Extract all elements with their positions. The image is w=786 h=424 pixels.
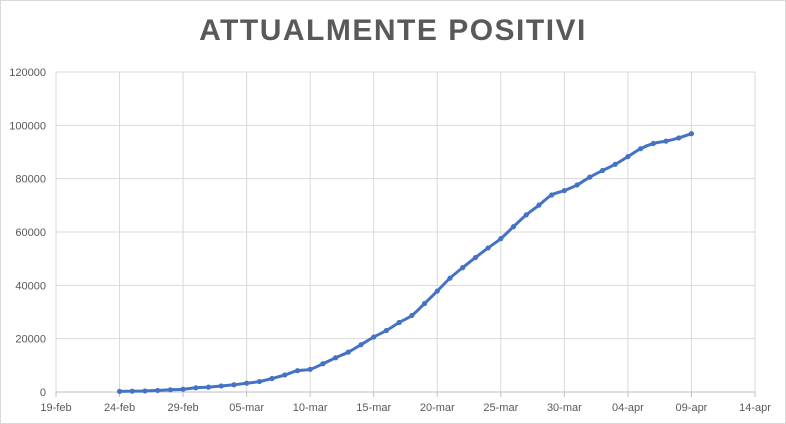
x-tick-label: 09-apr xyxy=(676,402,708,414)
data-point xyxy=(434,288,440,294)
data-point xyxy=(116,388,123,395)
data-point xyxy=(460,265,466,271)
y-axis: 0 20000 40000 60000 80000 100000 120000 xyxy=(9,67,46,399)
x-tick-label: 24-feb xyxy=(104,402,135,414)
x-axis: 19-feb 24-feb 29-feb 05-mar 10-mar 15-mar 20-m… xyxy=(40,391,771,414)
data-point xyxy=(129,388,135,394)
x-tick-label: 25-mar xyxy=(483,402,518,414)
data-point xyxy=(599,167,606,174)
grid-lines xyxy=(55,71,756,393)
data-point xyxy=(536,202,542,208)
data-point xyxy=(294,368,301,374)
data-point xyxy=(193,385,199,391)
x-tick-label: 05-mar xyxy=(229,402,264,414)
data-point xyxy=(371,334,377,340)
data-point xyxy=(498,236,504,242)
data-point xyxy=(155,387,161,394)
data-point xyxy=(231,382,237,388)
data-point xyxy=(676,135,682,141)
data-point xyxy=(587,174,593,180)
data-point xyxy=(269,375,275,382)
data-point xyxy=(256,378,262,385)
y-tick-label: 20000 xyxy=(15,334,46,346)
data-point xyxy=(167,387,173,393)
data-point xyxy=(345,349,351,355)
y-tick-label: 120000 xyxy=(9,67,46,79)
x-tick-label: 30-mar xyxy=(547,402,582,414)
series-layer xyxy=(116,131,695,395)
data-point xyxy=(142,388,148,394)
data-point xyxy=(383,327,390,334)
y-tick-label: 100000 xyxy=(9,120,46,132)
x-tick-label: 19-feb xyxy=(40,402,71,414)
y-tick-label: 60000 xyxy=(15,227,46,239)
chart-title: ATTUALMENTE POSITIVI xyxy=(199,14,587,47)
data-point xyxy=(561,187,567,194)
data-point xyxy=(307,366,313,372)
data-point xyxy=(688,131,695,137)
data-point xyxy=(396,319,402,326)
x-tick-label: 20-mar xyxy=(420,402,455,414)
x-tick-label: 14-apr xyxy=(739,402,771,414)
x-tick-label: 10-mar xyxy=(293,402,328,414)
x-tick-label: 04-apr xyxy=(612,402,644,414)
data-point xyxy=(612,161,618,167)
data-point xyxy=(650,140,656,147)
data-point xyxy=(638,146,644,152)
data-point xyxy=(625,154,631,160)
data-point xyxy=(409,312,415,319)
series-line xyxy=(118,132,693,393)
data-point xyxy=(574,182,580,188)
data-point xyxy=(320,361,326,367)
data-point xyxy=(510,224,517,230)
data-point xyxy=(180,386,186,392)
y-tick-label: 80000 xyxy=(15,174,46,186)
data-point xyxy=(447,275,453,281)
data-point xyxy=(421,300,428,307)
data-point xyxy=(485,245,491,251)
data-point xyxy=(244,380,250,386)
data-point xyxy=(282,372,288,378)
y-tick-label: 40000 xyxy=(15,280,46,292)
data-point xyxy=(663,138,669,144)
data-point xyxy=(205,384,212,390)
data-point xyxy=(472,254,478,261)
data-point xyxy=(218,383,224,389)
data-point xyxy=(358,342,364,348)
data-point xyxy=(523,212,529,218)
x-tick-label: 15-mar xyxy=(356,402,391,414)
data-point xyxy=(549,192,555,198)
x-tick-label: 29-feb xyxy=(167,402,198,414)
data-point xyxy=(333,355,339,361)
y-tick-label: 0 xyxy=(40,387,46,399)
